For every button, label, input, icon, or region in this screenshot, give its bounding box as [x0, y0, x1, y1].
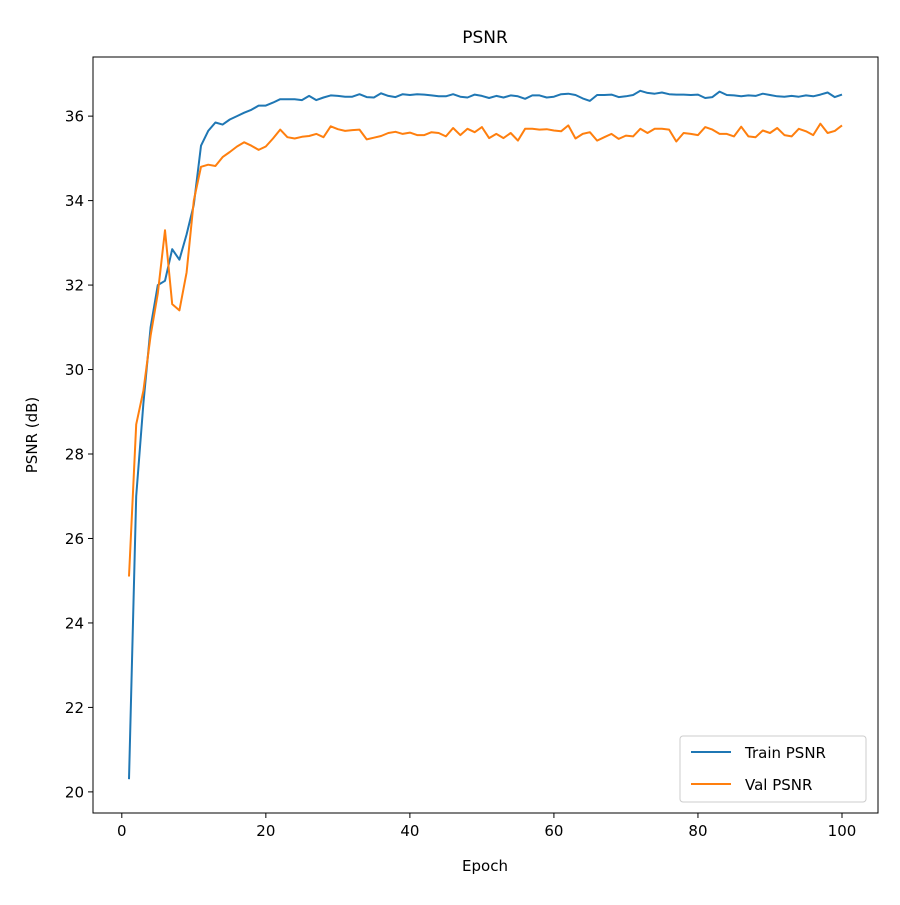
y-tick-label: 34 [65, 192, 84, 210]
val-psnr-line [128, 122, 843, 577]
y-axis-label: PSNR (dB) [23, 397, 41, 474]
legend-train-label: Train PSNR [744, 744, 826, 762]
plot-area-frame [92, 56, 879, 814]
x-tick-label: 80 [688, 822, 707, 840]
y-tick-label: 22 [65, 699, 84, 717]
y-tick-label: 36 [65, 108, 84, 126]
y-tick-label: 24 [65, 614, 84, 632]
x-tick-label: 0 [117, 822, 127, 840]
x-tick-label: 100 [828, 822, 857, 840]
series-layer [128, 89, 843, 780]
y-tick-label: 26 [65, 530, 84, 548]
x-tick-label: 40 [400, 822, 419, 840]
chart-title: PSNR [462, 28, 508, 48]
x-axis-label: Epoch [462, 857, 508, 875]
y-tick-label: 20 [65, 783, 84, 801]
y-tick-label: 28 [65, 446, 84, 464]
x-tick-label: 20 [256, 822, 275, 840]
axis-ticks: 0 20 40 60 80 100 20 22 24 26 28 30 32 34 36 [65, 108, 856, 840]
y-tick-label: 30 [65, 361, 84, 379]
legend: Train PSNR Val PSNR [679, 735, 867, 803]
train-psnr-line [128, 89, 843, 780]
x-tick-label: 60 [544, 822, 563, 840]
y-tick-label: 32 [65, 277, 84, 295]
legend-val-label: Val PSNR [745, 776, 812, 794]
